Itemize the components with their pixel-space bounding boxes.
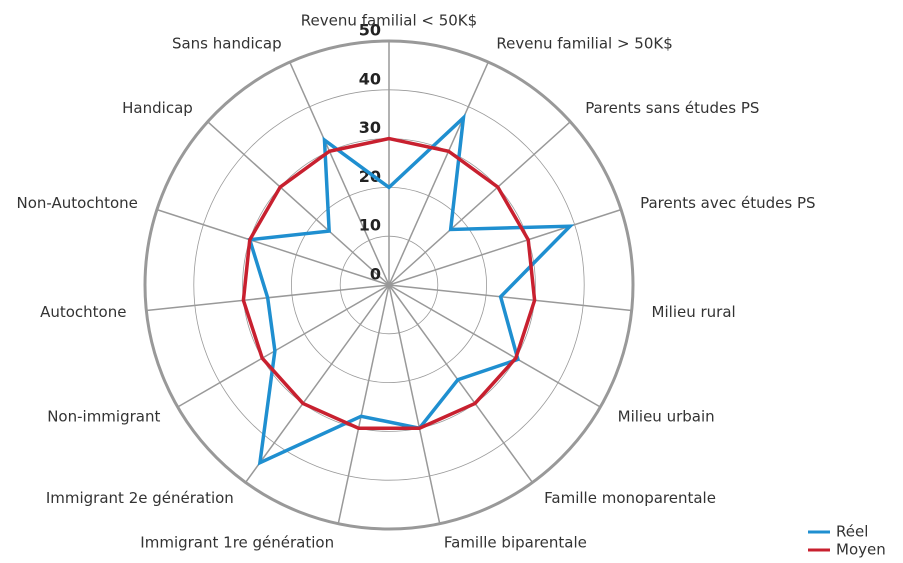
spoke [388,284,632,312]
spoke [244,284,390,483]
category-label: Revenu familial < 50K$ [301,12,477,30]
category-label: Parents sans études PS [585,99,759,117]
legend-label: Moyen [836,541,886,559]
category-label: Sans handicap [172,34,282,52]
category-label: Milieu urbain [618,408,715,426]
category-label: Famille biparentale [444,534,587,552]
category-label: Parents avec études PS [640,194,815,212]
spoke [388,121,571,286]
spoke [289,61,390,286]
spoke [156,208,390,286]
spoke [388,208,622,286]
spoke [388,284,534,483]
category-label: Non-Autochtone [17,194,138,212]
r-tick-label: 10 [359,216,381,235]
spoke [388,284,601,408]
spoke [388,284,441,524]
spoke [337,284,390,524]
r-tick-label: 40 [359,69,381,88]
category-label: Immigrant 2e génération [46,489,234,507]
category-label: Famille monoparentale [544,489,716,507]
legend-label: Réel [836,523,868,541]
category-label: Revenu familial > 50K$ [496,34,672,52]
category-label: Milieu rural [652,303,736,321]
r-tick-label: 20 [359,167,381,186]
category-label: Non-immigrant [47,408,160,426]
r-tick-label: 50 [359,21,381,40]
category-label: Immigrant 1re génération [140,534,334,552]
r-tick-label: 30 [359,118,381,137]
spoke [177,284,390,408]
spoke [207,121,390,286]
spoke [388,61,489,286]
r-tick-label: 0 [370,265,381,284]
category-label: Handicap [122,99,193,117]
series-line [247,113,575,466]
category-label: Autochtone [40,303,126,321]
series-line [241,136,537,430]
